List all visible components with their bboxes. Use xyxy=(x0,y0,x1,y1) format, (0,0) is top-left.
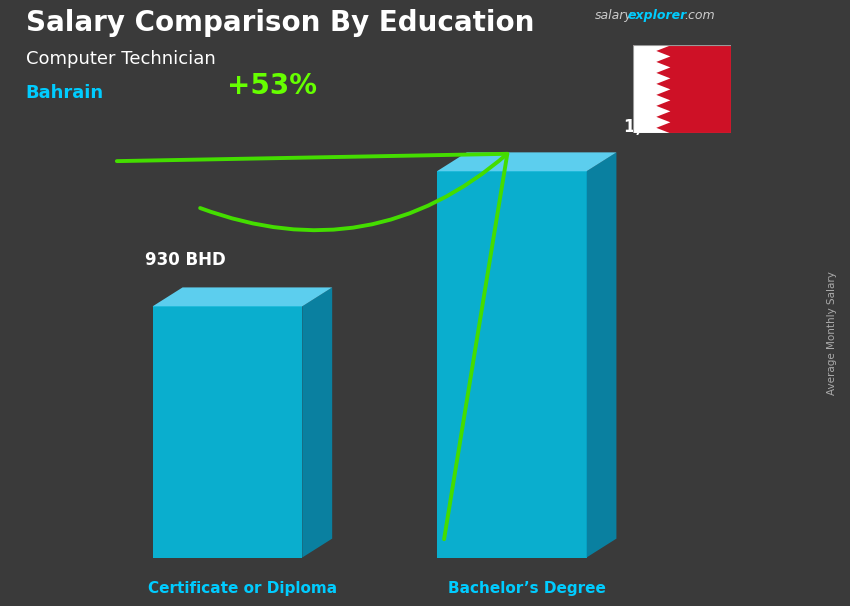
Text: Bahrain: Bahrain xyxy=(26,84,104,102)
Text: 1,430 BHD: 1,430 BHD xyxy=(624,118,722,136)
Text: Salary Comparison By Education: Salary Comparison By Education xyxy=(26,9,534,37)
Polygon shape xyxy=(153,306,303,558)
Polygon shape xyxy=(437,152,616,171)
Text: Certificate or Diploma: Certificate or Diploma xyxy=(148,581,337,596)
Polygon shape xyxy=(437,171,586,558)
Polygon shape xyxy=(633,45,731,133)
Polygon shape xyxy=(586,152,616,558)
Polygon shape xyxy=(153,287,332,306)
Text: Bachelor’s Degree: Bachelor’s Degree xyxy=(448,581,605,596)
Text: Computer Technician: Computer Technician xyxy=(26,50,215,68)
Polygon shape xyxy=(633,45,671,133)
FancyArrowPatch shape xyxy=(116,154,507,539)
Polygon shape xyxy=(303,287,332,558)
Text: explorer: explorer xyxy=(627,9,687,22)
Text: 930 BHD: 930 BHD xyxy=(145,250,226,268)
Text: +53%: +53% xyxy=(227,72,317,100)
Text: .com: .com xyxy=(684,9,715,22)
Text: salary: salary xyxy=(595,9,632,22)
Text: Average Monthly Salary: Average Monthly Salary xyxy=(827,271,837,395)
